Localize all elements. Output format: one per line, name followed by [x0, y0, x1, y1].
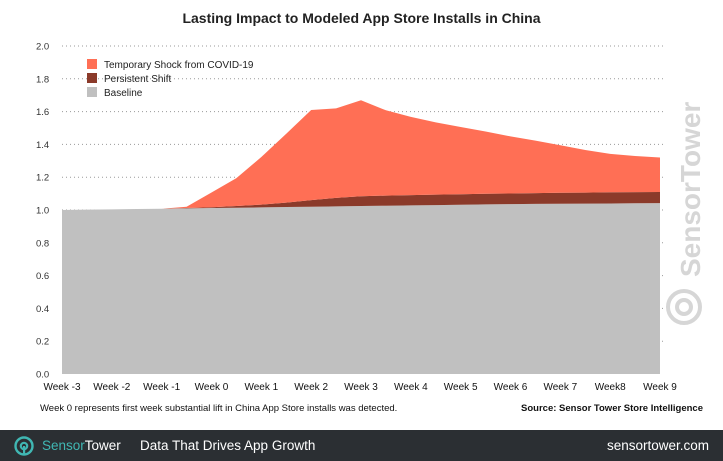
sensortower-logo-icon [14, 436, 34, 461]
area-baseline [62, 203, 660, 374]
x-axis-ticks: Week -3 Week -2 Week -1 Week 0 Week 1 Week 2 W… [43, 382, 677, 393]
legend: Temporary Shock from COVID-19 Persistent … [87, 59, 254, 99]
sensortower-watermark: SensorTower [640, 92, 720, 332]
chart-title: Lasting Impact to Modeled App Store Inst… [182, 10, 541, 26]
y-tick-label: 1.8 [36, 74, 49, 85]
x-tick-label: Week 4 [394, 382, 428, 393]
x-tick-label: Week -1 [143, 382, 180, 393]
footer-brand-tower: Tower [84, 438, 121, 453]
footer-tagline: Data That Drives App Growth [140, 438, 316, 453]
legend-label: Temporary Shock from COVID-19 [104, 60, 254, 71]
x-tick-label: Week 9 [643, 382, 677, 393]
y-tick-label: 1.2 [36, 173, 49, 184]
footnote-text: Week 0 represents first week substantial… [40, 403, 398, 414]
y-tick-label: 1.4 [36, 140, 49, 151]
x-tick-label: Week 3 [344, 382, 378, 393]
legend-label: Persistent Shift [104, 74, 171, 85]
area-series [62, 100, 660, 374]
x-tick-label: Week 2 [294, 382, 328, 393]
area-temporary-shock-from-covid-19 [62, 100, 660, 210]
y-tick-label: 1.6 [36, 107, 49, 118]
y-tick-label: 0.6 [36, 271, 49, 282]
y-tick-label: 0.0 [36, 370, 49, 381]
footer-bar: SensorTower Data That Drives App Growth … [0, 430, 723, 461]
x-tick-label: Week 6 [494, 382, 528, 393]
source-text: Source: Sensor Tower Store Intelligence [521, 403, 703, 414]
y-tick-label: 0.4 [36, 304, 49, 315]
chart-area: 0.0 0.2 0.4 0.6 0.8 1.0 1.2 1.4 1.6 1.8 2.0 Week -… [36, 42, 677, 394]
x-tick-label: Week 7 [543, 382, 577, 393]
footer-url-link[interactable]: sensortower.com [606, 438, 709, 453]
legend-swatch [87, 73, 97, 83]
x-tick-label: Week 0 [195, 382, 229, 393]
x-tick-label: Week 1 [244, 382, 278, 393]
y-tick-label: 0.8 [36, 238, 49, 249]
x-tick-label: Week 5 [444, 382, 478, 393]
footer-brand[interactable]: SensorTower [42, 438, 121, 453]
y-tick-label: 2.0 [36, 42, 49, 53]
x-tick-label: Week -3 [43, 382, 80, 393]
y-axis-ticks: 0.0 0.2 0.4 0.6 0.8 1.0 1.2 1.4 1.6 1.8 2.0 [36, 42, 49, 381]
footer-brand-sensor: Sensor [42, 438, 85, 453]
legend-swatch [87, 87, 97, 97]
x-tick-label: Week -2 [93, 382, 130, 393]
legend-swatch [87, 59, 97, 69]
area-persistent-shift [62, 191, 660, 210]
y-tick-label: 0.2 [36, 337, 49, 348]
svg-text:SensorTower: SensorTower [675, 102, 706, 277]
legend-label: Baseline [104, 88, 143, 99]
y-tick-label: 1.0 [36, 206, 49, 217]
x-tick-label: Week8 [595, 382, 626, 393]
